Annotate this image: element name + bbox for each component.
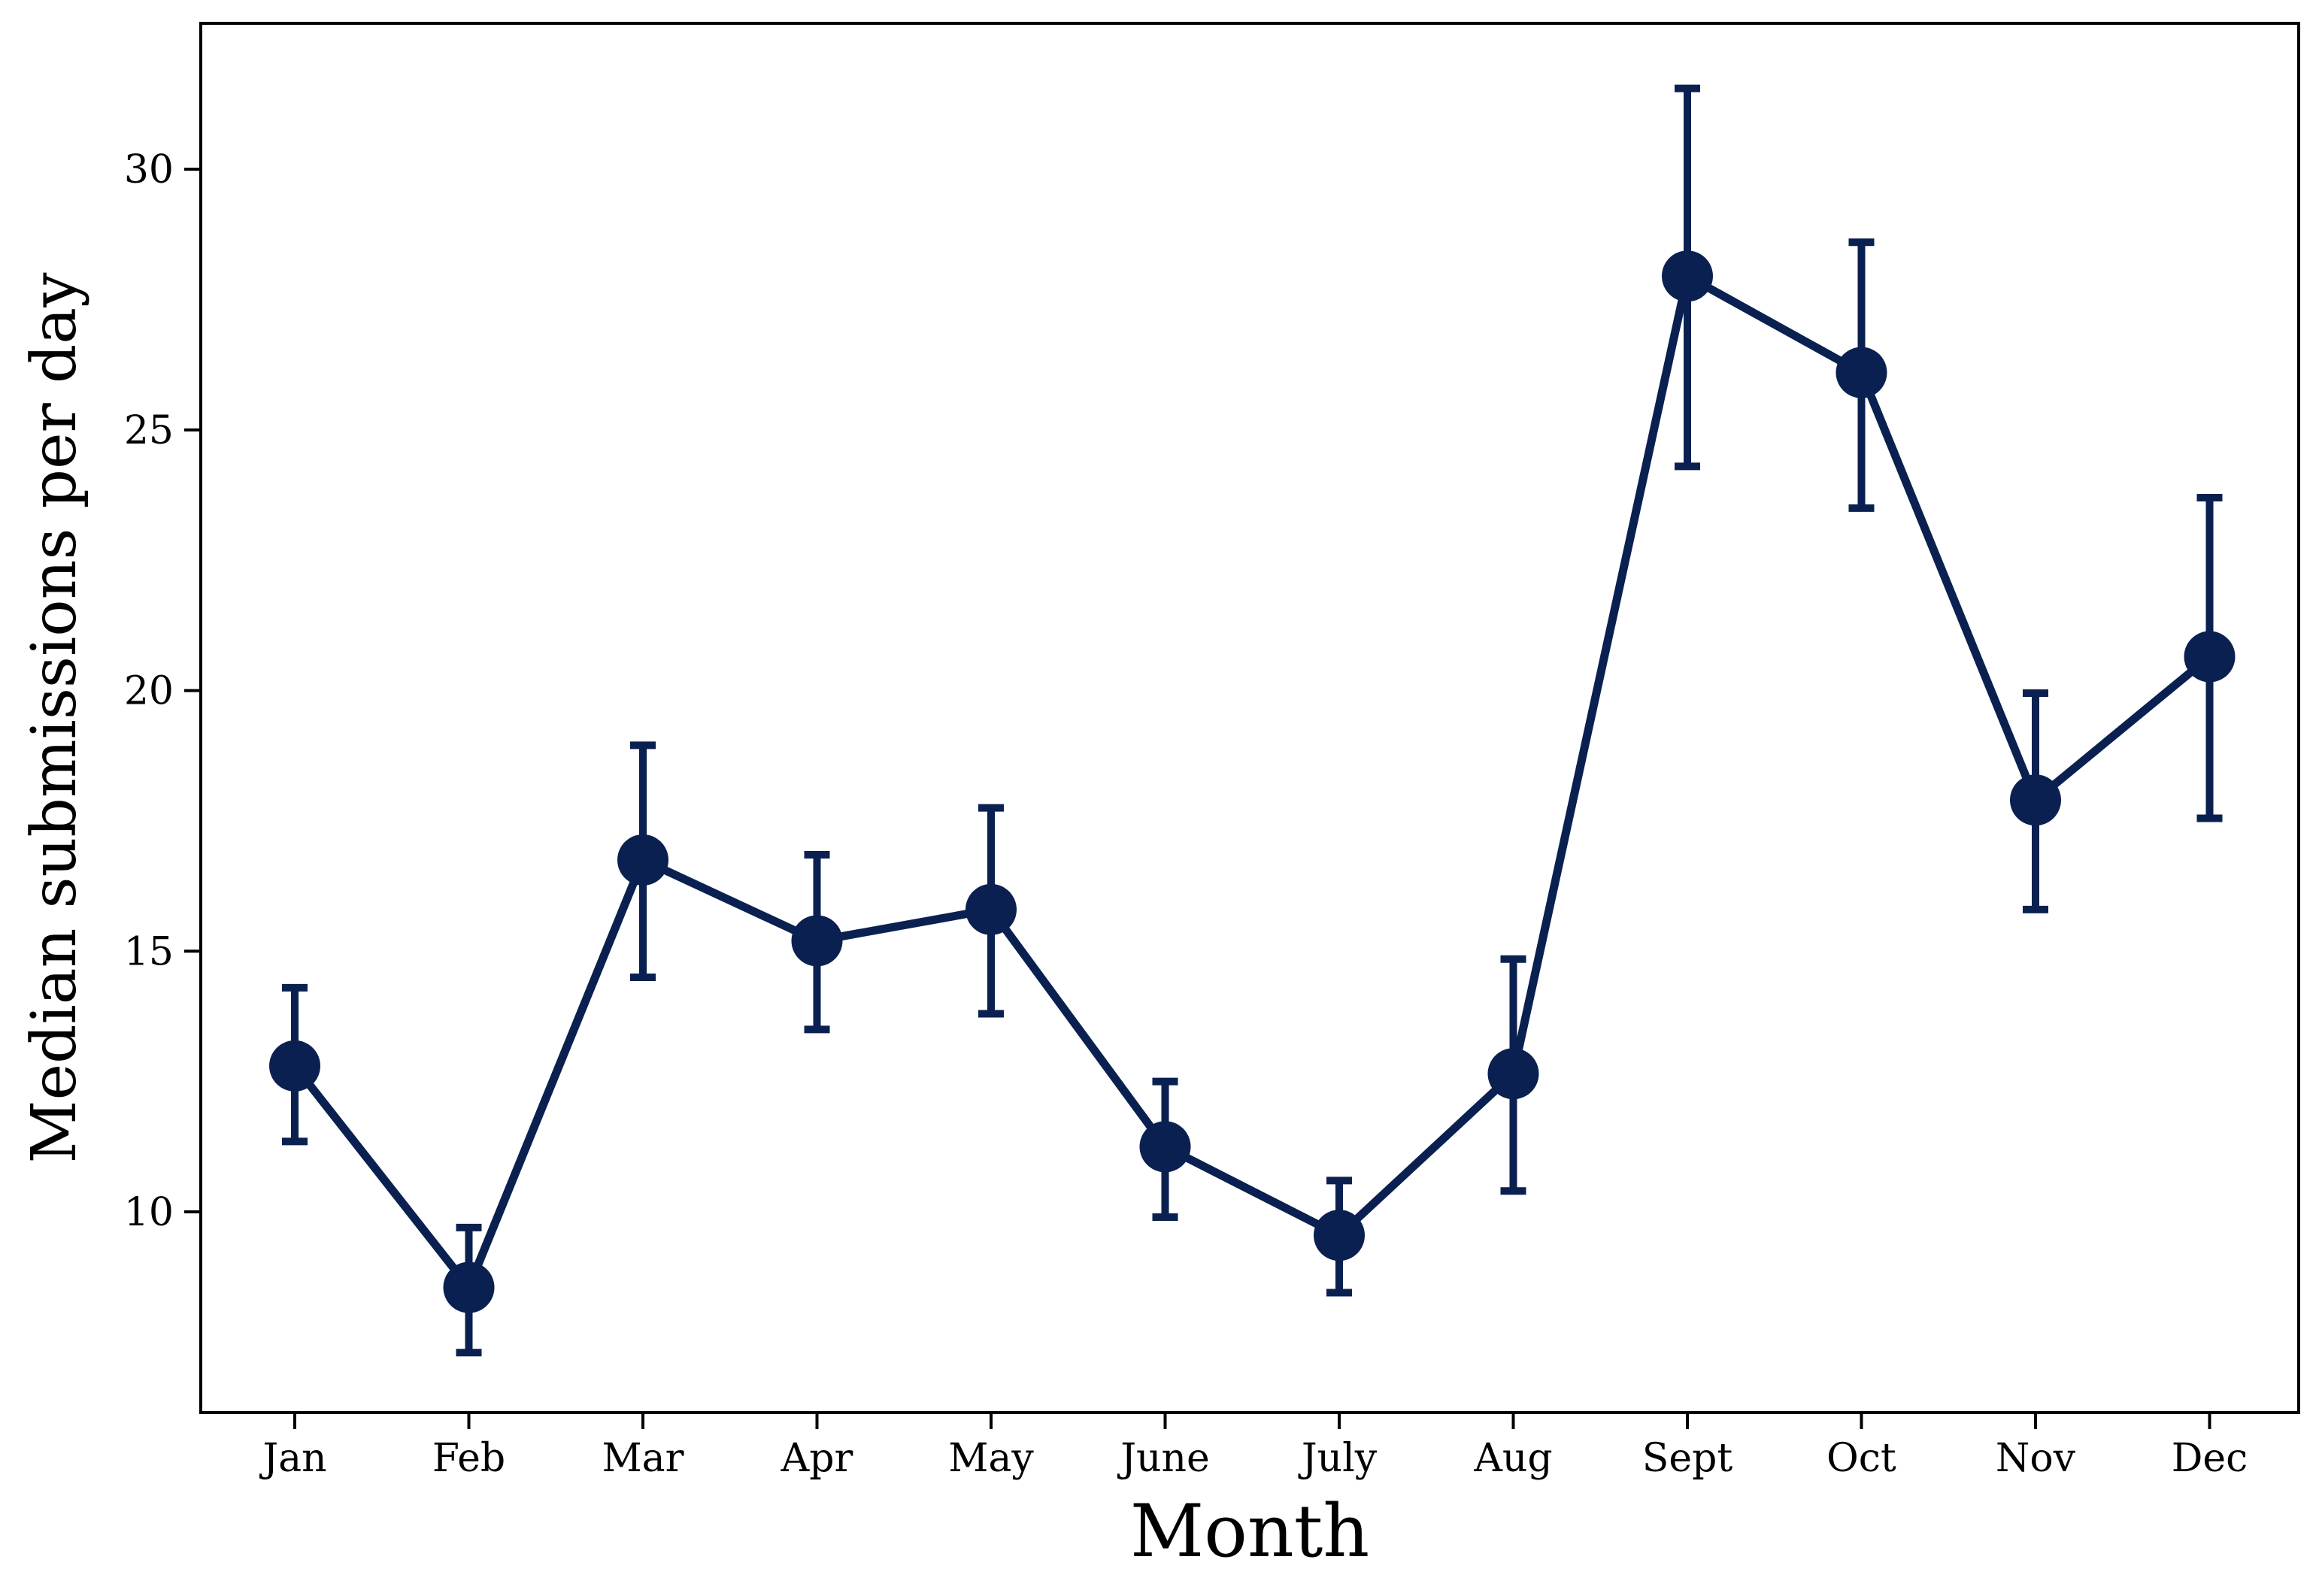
y-tick-label: 15 bbox=[124, 929, 174, 974]
x-tick-label: May bbox=[948, 1436, 1034, 1481]
x-tick-label: Jan bbox=[259, 1436, 326, 1481]
data-point bbox=[617, 834, 668, 886]
y-axis: 10 15 20 25 30 bbox=[124, 147, 201, 1235]
x-tick-label: Nov bbox=[1996, 1436, 2076, 1481]
x-axis: Jan Feb Mar Apr May June July Aug Sept Oct Nov Dec bbox=[259, 1413, 2248, 1481]
y-tick-label: 10 bbox=[124, 1190, 174, 1235]
data-point bbox=[791, 915, 843, 967]
x-tick-label: Feb bbox=[432, 1436, 505, 1481]
data-point bbox=[2010, 774, 2061, 826]
series-line bbox=[291, 271, 2212, 1292]
data-point bbox=[1835, 347, 1887, 398]
x-tick-label: Apr bbox=[781, 1436, 853, 1481]
data-points bbox=[269, 250, 2236, 1313]
x-tick-label: Oct bbox=[1826, 1436, 1896, 1481]
y-tick-label: 20 bbox=[124, 669, 174, 714]
data-point bbox=[2184, 631, 2236, 683]
y-tick-label: 25 bbox=[124, 408, 174, 453]
x-tick-label: June bbox=[1117, 1436, 1210, 1481]
x-tick-label: Sept bbox=[1642, 1436, 1733, 1481]
x-tick-label: Mar bbox=[602, 1436, 684, 1481]
series-line-group bbox=[291, 271, 2212, 1292]
data-point bbox=[1314, 1210, 1365, 1261]
data-point bbox=[1662, 250, 1713, 302]
error-bars bbox=[282, 84, 2223, 1357]
data-point bbox=[269, 1040, 320, 1092]
data-point bbox=[443, 1261, 495, 1313]
y-axis-title: Median submissions per day bbox=[19, 272, 90, 1164]
data-point bbox=[965, 883, 1017, 935]
x-tick-label: Dec bbox=[2172, 1436, 2248, 1481]
data-point bbox=[1487, 1048, 1539, 1100]
y-tick-label: 30 bbox=[124, 147, 174, 192]
x-tick-label: Aug bbox=[1473, 1436, 1552, 1481]
x-tick-label: July bbox=[1298, 1436, 1378, 1481]
x-axis-title: Month bbox=[1130, 1489, 1369, 1573]
plot-frame bbox=[199, 22, 2300, 1414]
data-point bbox=[1139, 1121, 1191, 1173]
